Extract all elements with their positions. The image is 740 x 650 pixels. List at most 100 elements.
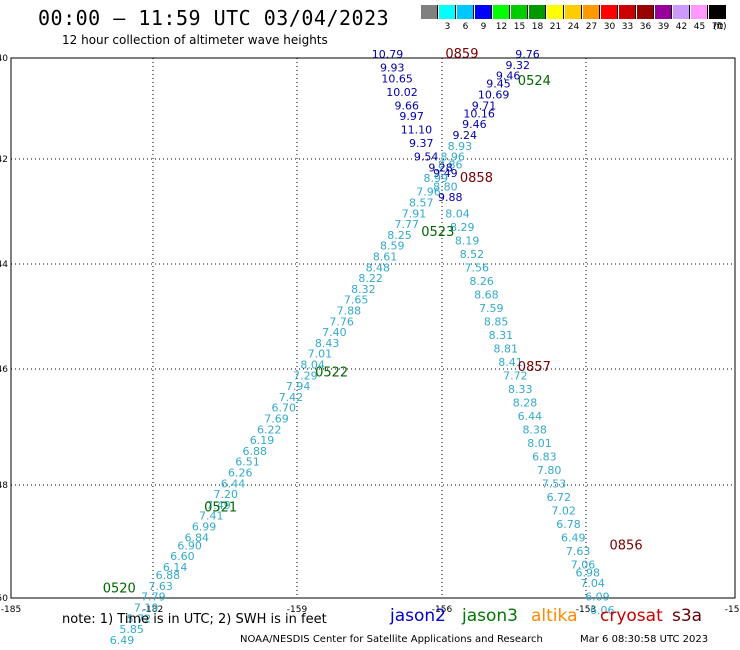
swh-value: 6.72 [547,491,572,504]
swh-value: 10.79 [372,48,404,61]
swh-value: 8.52 [460,248,485,261]
swh-value: 6.14 [163,561,188,574]
scale-swatch [421,5,438,19]
swh-value: 9.46 [496,70,521,83]
credit-line: NOAA/NESDIS Center for Satellite Applica… [240,634,543,645]
track-time-label: 0522 [315,366,348,381]
swh-value: 5.72 [127,612,152,625]
scale-swatch [457,5,474,19]
swh-value: 7.49 [206,499,231,512]
swh-value: 9.49 [433,167,458,180]
swh-value: 6.70 [271,402,296,415]
track-time-label: 0856 [610,538,643,553]
lon-tick-label: -150 [725,605,740,615]
swh-value: 6.44 [221,477,246,490]
swh-value: 8.04 [445,207,470,220]
swh-value: 8.80 [433,180,458,193]
swh-value: 8.25 [387,229,412,242]
lon-tick-label: -156 [432,605,453,615]
swh-value: 7.19 [134,602,159,615]
swh-value: 8.43 [315,337,340,350]
swh-value: 8.22 [358,272,383,285]
swh-value: 8.93 [448,140,473,153]
swh-value: 9.71 [472,99,497,112]
swh-value: 8.32 [351,283,376,296]
scale-swatch [619,5,636,19]
scale-label: 15 [513,22,526,32]
swh-value: 8.57 [409,197,434,210]
swh-value: 7.06 [571,558,596,571]
scale-swatch [673,5,690,19]
scale-label: 45 [693,22,706,32]
swh-value: 8.38 [522,423,547,436]
track-time-label: 0521 [204,501,237,516]
swh-value: 8.48 [366,261,391,274]
track-time-label: 0520 [103,582,136,597]
swh-value: 10.02 [386,86,418,99]
swh-value: 7.69 [264,413,289,426]
swh-value: 8.85 [484,315,509,328]
swh-value: 7.72 [503,369,528,382]
swh-value: 6.49 [110,634,135,647]
scale-swatch [475,5,492,19]
swh-value: 8.19 [455,234,480,247]
swh-value: 6.49 [561,531,586,544]
swh-value: 9.88 [438,191,463,204]
scale-swatch [511,5,528,19]
footnote: note: 1) Time is in UTC; 2) SWH is in fe… [62,612,327,627]
lat-tick-label: -46 [0,365,8,375]
swh-value: 9.66 [395,99,420,112]
scale-swatch [439,5,456,19]
swh-value: 8.61 [373,251,398,264]
scale-label: 27 [585,22,598,32]
scale-swatch [691,5,708,19]
legend-jason2: jason2 [390,606,446,626]
scale-swatch [529,5,546,19]
swh-value: 8.41 [498,356,523,369]
swh-value: 7.94 [286,380,311,393]
swh-value: 7.63 [148,580,173,593]
swh-value: 6.19 [250,434,275,447]
lat-tick-label: -42 [0,155,8,165]
swh-value: 7.04 [580,577,605,590]
swh-value: 8.33 [508,383,533,396]
track-time-label: 0857 [518,360,551,375]
swh-value: 9.32 [506,59,531,72]
legend-s3a: s3a [672,606,703,626]
scale-label: 33 [621,22,634,32]
swh-value: 8.28 [513,396,538,409]
legend-jason3: jason3 [462,606,518,626]
swh-value: 7.01 [308,348,333,361]
swh-value: 9.76 [515,48,540,61]
lat-tick-label: -50 [0,594,8,604]
swh-value: 11.10 [401,124,433,137]
swh-value: 6.84 [185,531,210,544]
scale-label: 24 [567,22,580,32]
swh-value: 7.02 [551,504,576,517]
scale-label: 30 [603,22,616,32]
swh-value: 8.01 [527,437,552,450]
scale-label: 36 [639,22,652,32]
swh-value: 7.29 [293,369,318,382]
swh-value: 6.09 [585,591,610,604]
scale-swatch [565,5,582,19]
swh-value: 9.45 [486,78,511,91]
swh-value: 8.96 [440,151,465,164]
track-time-label: 0524 [518,74,551,89]
swh-value: 6.90 [177,539,202,552]
swh-value: 9.37 [409,137,434,150]
swh-value: 10.16 [463,107,495,120]
legend-cryosat: cryosat [600,606,663,626]
scale-unit: (ft) [713,22,727,32]
swh-value: 6.99 [192,521,217,534]
timestamp: Mar 6 08:30:58 UTC 2023 [580,634,709,645]
scale-label: 70 [711,22,724,32]
swh-value: 7.63 [566,545,591,558]
swh-value: 7.56 [465,261,490,274]
swh-value: 6.51 [235,456,260,469]
swh-value: 8.26 [469,275,494,288]
swh-value: 8.81 [493,342,518,355]
swh-value: 6.88 [242,445,267,458]
swh-value: 9.28 [428,161,453,174]
swh-value: 7.80 [537,464,562,477]
